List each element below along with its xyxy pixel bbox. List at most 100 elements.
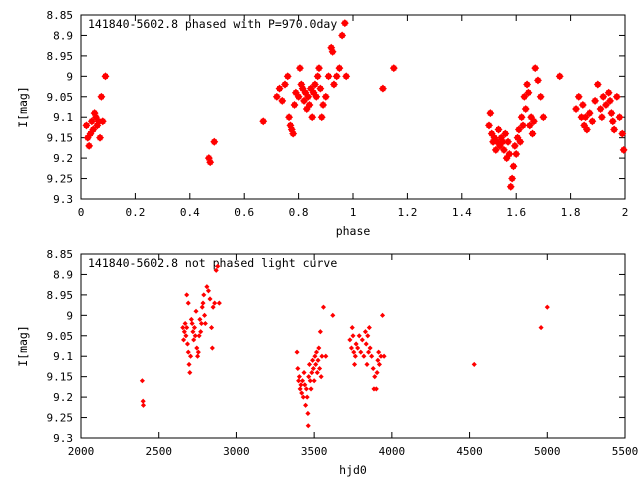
data-point — [195, 353, 201, 359]
data-point — [349, 325, 355, 331]
data-point — [200, 300, 206, 306]
data-point-core — [274, 94, 280, 100]
data-point-core — [306, 102, 312, 108]
data-point-core — [517, 139, 523, 145]
data-point-core — [296, 94, 302, 100]
data-point-core — [260, 118, 266, 124]
data-point — [318, 374, 324, 380]
data-point-core — [328, 45, 334, 51]
data-point-core — [578, 114, 584, 120]
data-point — [351, 349, 357, 355]
y-tick-label: 8.9 — [53, 29, 73, 42]
chart-title: 141840-5602.8 phased with P=970.0day — [88, 17, 337, 31]
data-point — [353, 341, 359, 347]
data-point-core — [494, 139, 500, 145]
data-point-core — [326, 73, 332, 79]
x-tick-label: 3500 — [301, 445, 328, 458]
y-tick-label: 9.15 — [47, 132, 74, 145]
data-point — [187, 370, 193, 376]
data-point-core — [316, 65, 322, 71]
data-point-core — [496, 126, 502, 133]
data-point-core — [505, 139, 511, 145]
data-point-core — [584, 126, 590, 133]
data-point-core — [614, 94, 620, 100]
data-point — [216, 300, 222, 306]
data-point-core — [88, 131, 94, 137]
data-point-core — [603, 102, 609, 108]
data-point — [364, 361, 370, 367]
data-point-core — [343, 73, 349, 79]
data-point — [191, 325, 198, 331]
data-point-core — [308, 86, 314, 92]
data-point-core — [312, 81, 318, 88]
data-point-core — [309, 114, 315, 120]
data-point-core — [532, 65, 538, 71]
data-point-core — [516, 126, 522, 133]
data-point — [366, 325, 372, 331]
data-point — [379, 312, 386, 318]
data-point — [330, 312, 336, 318]
data-point-core — [508, 184, 514, 190]
data-point — [381, 353, 387, 359]
data-point — [348, 345, 354, 351]
data-point — [140, 398, 146, 404]
data-point — [184, 292, 190, 298]
data-point-core — [524, 81, 530, 88]
data-point-core — [519, 114, 525, 120]
data-point-core — [339, 32, 345, 38]
x-tick-label: 4500 — [456, 445, 483, 458]
y-tick-label: 9 — [66, 70, 73, 83]
data-point — [303, 386, 309, 392]
data-point — [362, 329, 368, 335]
data-point — [140, 402, 147, 408]
data-point-core — [535, 77, 541, 83]
data-point — [189, 320, 195, 327]
data-point — [198, 329, 204, 335]
data-point-core — [528, 114, 534, 120]
data-point-core — [304, 106, 310, 112]
data-point — [310, 357, 316, 363]
data-point-core — [493, 147, 499, 153]
data-point-core — [515, 135, 521, 141]
data-point-core — [285, 73, 291, 79]
data-point-core — [94, 122, 100, 128]
data-point — [304, 394, 310, 400]
x-tick-label: 0.4 — [180, 206, 200, 219]
data-point — [313, 349, 320, 355]
data-point — [313, 361, 319, 367]
data-point-core — [606, 90, 612, 96]
data-point-core — [334, 73, 340, 79]
plot-frame — [80, 253, 626, 439]
data-point-core — [297, 65, 303, 71]
data-point-core — [589, 118, 595, 124]
data-point-core — [331, 81, 337, 88]
data-point — [209, 345, 215, 351]
data-point-core — [313, 94, 319, 100]
data-point-core — [289, 126, 295, 133]
data-point-core — [540, 114, 546, 120]
data-point-core — [336, 65, 342, 71]
y-tick-label: 9 — [66, 309, 73, 322]
data-point — [198, 320, 205, 327]
data-point — [296, 378, 302, 384]
data-point-core — [98, 94, 104, 100]
data-point — [363, 341, 369, 347]
data-point-core — [292, 102, 298, 108]
data-point — [188, 353, 194, 359]
data-point — [199, 304, 205, 310]
data-point — [212, 300, 218, 306]
data-point-core — [621, 147, 627, 153]
data-point-core — [510, 163, 516, 169]
data-point — [298, 382, 304, 388]
data-point-core — [592, 98, 598, 104]
data-point-core — [573, 106, 579, 112]
data-point — [186, 361, 192, 367]
data-point-core — [486, 122, 492, 128]
data-point — [307, 378, 313, 384]
data-point — [188, 316, 194, 322]
data-point — [210, 304, 216, 310]
data-point — [355, 345, 361, 351]
data-point — [183, 333, 189, 339]
data-point — [306, 374, 312, 380]
